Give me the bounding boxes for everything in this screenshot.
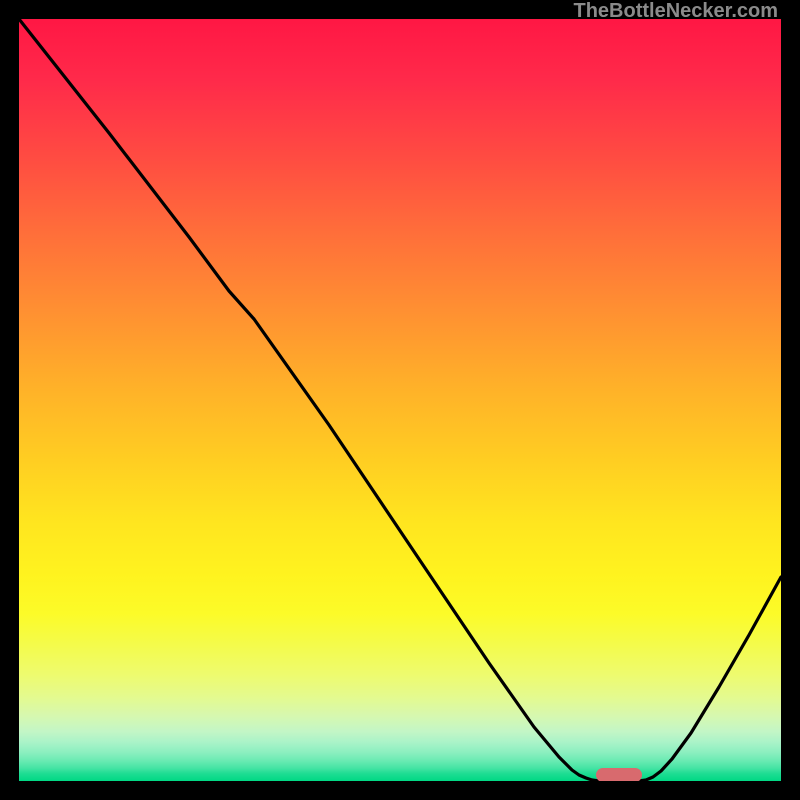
watermark-text: TheBottleNecker.com bbox=[573, 0, 778, 23]
optimum-marker bbox=[596, 768, 642, 781]
chart-frame: TheBottleNecker.com bbox=[0, 0, 800, 800]
curve-layer bbox=[19, 19, 781, 781]
plot-area bbox=[19, 19, 781, 781]
bottleneck-curve bbox=[19, 19, 781, 781]
